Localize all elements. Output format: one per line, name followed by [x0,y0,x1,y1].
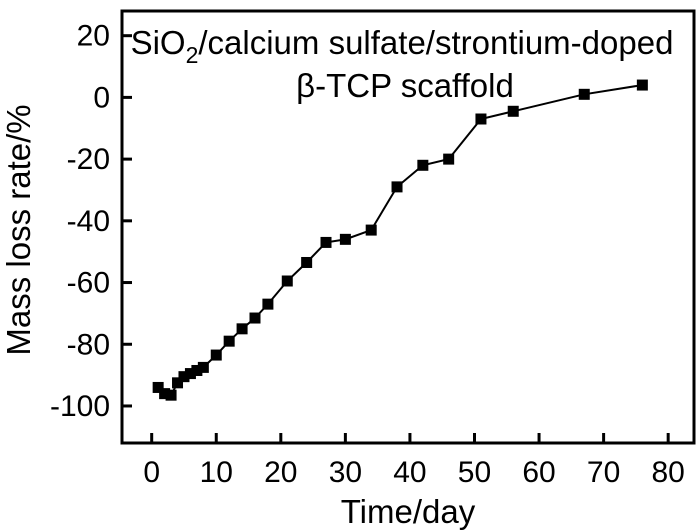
data-point [165,389,177,401]
y-tick-label: -100 [50,390,110,423]
data-point [262,298,274,310]
chart-title-line2: β-TCP scaffold [296,67,514,104]
plot-area: 0 10 20 30 40 50 60 70 80 20 0 -20 -40 -60 -80 -100 [50,9,696,489]
plot-frame [120,9,696,445]
y-tick-label: -60 [67,267,110,300]
data-point [172,377,184,389]
data-point [443,153,455,165]
data-point [301,256,313,268]
x-tick-label: 50 [458,456,491,489]
y-tick-label: -20 [67,143,110,176]
chart-title-line1: SiO2/calcium sulfate/strontium-doped [131,24,674,68]
y-tick-label: 20 [77,20,110,53]
data-point [223,335,235,347]
data-point [636,79,648,91]
y-tick-label: 0 [93,81,110,114]
title-subscript: 2 [186,42,199,68]
data-point [417,159,429,171]
title-part2: /calcium sulfate/strontium-doped [198,24,673,61]
data-point [184,368,196,380]
data-point [197,361,209,373]
x-tick-label: 30 [329,456,362,489]
data-point [391,181,403,193]
x-tick-label: 20 [264,456,297,489]
data-point [152,381,164,393]
title-part1: SiO [131,24,186,61]
data-point [249,312,261,324]
data-point [159,388,171,400]
data-point [339,233,351,245]
data-point [178,371,190,383]
data-point [191,364,203,376]
x-tick-label: 0 [143,456,160,489]
data-point [210,349,222,361]
data-point [236,323,248,335]
data-point [320,236,332,248]
x-tick-label: 70 [587,456,620,489]
y-axis-label: Mass loss rate/% [0,104,37,355]
series-line [157,84,643,397]
data-point [507,105,519,117]
x-tick-label: 40 [393,456,426,489]
x-tick-label: 10 [200,456,233,489]
y-tick-label: -40 [67,205,110,238]
data-point [475,113,487,125]
data-point [578,88,590,100]
data-point [281,275,293,287]
data-point [365,224,377,236]
y-tick-label: -80 [67,328,110,361]
x-tick-label: 80 [651,456,684,489]
x-axis-label: Time/day [341,493,476,530]
x-tick-label: 60 [522,456,555,489]
